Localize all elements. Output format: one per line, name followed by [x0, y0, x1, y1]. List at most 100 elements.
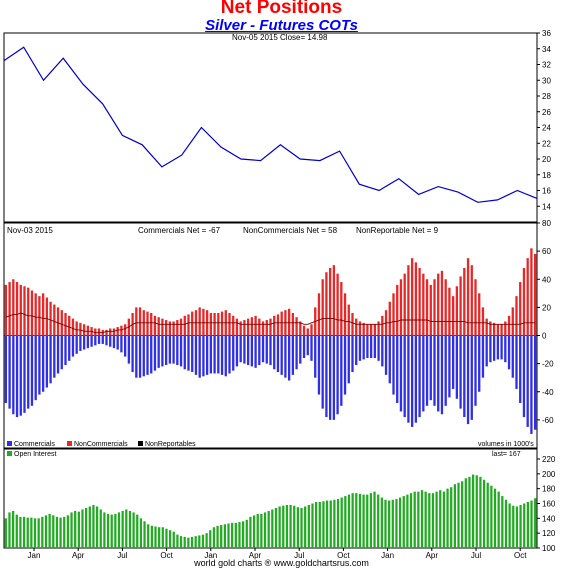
commercials-bar: [12, 335, 15, 415]
open-interest-bar: [55, 516, 59, 548]
open-interest-bar: [88, 506, 91, 548]
noncommercials-bar: [355, 318, 358, 336]
open-interest-panel: 100 120 140 160 180 200 220: [4, 455, 556, 553]
commercials-bar: [30, 335, 34, 406]
noncommercials-bar: [410, 258, 414, 336]
open-interest-bar: [377, 494, 380, 548]
open-interest-bar: [329, 500, 332, 548]
noncommercials-bar: [60, 310, 63, 336]
noncommercials-bar: [269, 318, 272, 336]
open-interest-bar: [482, 479, 486, 548]
commercials-bar: [295, 335, 298, 370]
open-interest-bar: [428, 493, 431, 548]
noncommercials-bar: [340, 282, 343, 336]
open-interest-bar: [479, 476, 482, 548]
noncommercials-bar: [474, 279, 477, 336]
noncommercials-bar: [176, 320, 179, 336]
cot-y-tick-label: -40: [542, 388, 554, 397]
oi-y-tick-label: 120: [542, 529, 556, 538]
commercials-bar: [433, 335, 436, 406]
open-interest-bar: [172, 531, 175, 548]
commercials-bar: [399, 335, 403, 412]
commercials-bar: [153, 335, 157, 371]
commercials-bar: [38, 335, 41, 395]
commercials-bar: [19, 335, 22, 416]
noncommercials-bar: [232, 315, 235, 336]
open-interest-bar: [15, 514, 18, 548]
commercials-bar: [239, 335, 242, 363]
noncommercials-bar: [71, 318, 75, 336]
noncommercials-bar: [112, 328, 116, 336]
cot-y-tick-label: 60: [542, 247, 551, 256]
noncommercials-bar: [4, 284, 8, 336]
noncommercials-bar: [414, 262, 418, 336]
commercials-bar: [261, 335, 265, 363]
noncommercials-bar: [396, 284, 399, 336]
noncommercials-bar: [168, 321, 172, 336]
noncommercials-bar: [280, 311, 283, 336]
commercials-bar: [314, 335, 317, 378]
price-y-tick-label: 26: [542, 108, 551, 117]
commercials-bar: [396, 335, 399, 403]
open-interest-bar: [201, 534, 205, 548]
cot-y-tick-label: 0: [542, 332, 547, 341]
commercials-bar: [265, 335, 268, 364]
open-interest-bar: [216, 525, 219, 548]
commercials-bar: [280, 335, 283, 375]
noncommercials-bar: [276, 314, 280, 336]
noncommercials-bar: [135, 307, 138, 336]
open-interest-bar: [234, 522, 237, 548]
price-panel: 14 16 18 20 22 24 26 28 30 32 34 36: [3, 29, 551, 211]
open-interest-bar: [446, 488, 449, 548]
commercials-bar: [496, 335, 500, 360]
commercials-bar: [459, 335, 462, 409]
noncommercials-bar: [41, 293, 45, 336]
price-y-tick-label: 22: [542, 139, 551, 148]
price-y-tick-label: 28: [542, 92, 551, 101]
open-interest-bar: [373, 491, 376, 548]
oi-y-tick-label: 160: [542, 500, 556, 509]
open-interest-bar: [413, 491, 416, 548]
commercials-bar: [492, 335, 496, 361]
open-interest-bar: [212, 527, 216, 548]
commercials-bar: [522, 335, 526, 418]
open-interest-bar: [439, 490, 442, 548]
open-interest-bar: [384, 499, 387, 548]
commercials-bar: [500, 335, 503, 360]
open-interest-bar: [22, 516, 26, 548]
open-interest-bar: [227, 523, 230, 548]
price-y-tick-label: 30: [542, 76, 551, 85]
noncommercials-bar: [515, 296, 518, 336]
noncommercials-bar: [448, 287, 451, 336]
commercials-bar: [168, 335, 172, 364]
noncommercials-bar: [533, 253, 537, 336]
commercials-bar: [75, 335, 78, 354]
open-interest-bar: [37, 518, 40, 548]
open-interest-bar: [263, 512, 267, 548]
open-interest-bar: [486, 482, 489, 548]
noncommercials-bar: [522, 268, 526, 336]
noncommercials-bar: [45, 297, 49, 336]
legend-swatch-commercials: [7, 441, 12, 446]
open-interest-bar: [267, 510, 270, 548]
commercials-net: Commercials Net = -67: [138, 226, 221, 235]
x-tick-label: Apr: [426, 551, 439, 560]
noncommercials-bar: [403, 273, 406, 336]
noncommercials-bar: [15, 282, 19, 336]
open-interest-bar: [420, 490, 424, 548]
noncommercials-bar: [97, 328, 101, 336]
commercials-bar: [429, 335, 432, 401]
noncommercials-bar: [261, 321, 265, 336]
open-interest-bar: [44, 515, 48, 548]
noncommercials-bar: [273, 315, 276, 336]
open-interest-bar: [362, 494, 365, 548]
price-y-tick-label: 32: [542, 61, 551, 70]
noncommercials-bar: [209, 313, 213, 336]
chart-title: Net Positions: [220, 0, 343, 18]
open-interest-bar: [11, 510, 15, 548]
noncommercials-bar: [12, 279, 15, 336]
open-interest-bar: [63, 516, 66, 548]
open-interest-bar: [344, 496, 347, 548]
commercials-bar: [127, 335, 131, 364]
commercials-bar: [82, 335, 86, 350]
